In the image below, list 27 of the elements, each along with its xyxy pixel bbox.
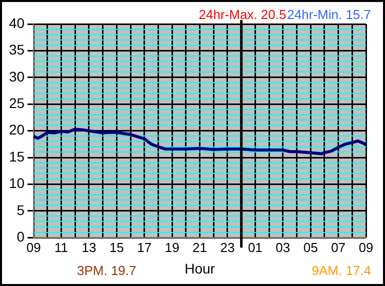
y-tick-label: 30 xyxy=(8,68,25,84)
x-tick-label: 03 xyxy=(276,240,290,255)
x-tick-label: 17 xyxy=(137,240,152,255)
y-tick-label: 20 xyxy=(8,122,25,138)
x-tick-label: 15 xyxy=(109,240,124,255)
x-tick-label: 07 xyxy=(331,240,346,255)
x-tick-label: 21 xyxy=(192,240,208,255)
text: 9AM. 17.4 xyxy=(312,263,371,278)
x-tick-label: 11 xyxy=(54,240,68,255)
y-tick-label: 40 xyxy=(8,14,25,31)
text: 24hr-Max. 20.5 xyxy=(198,7,286,22)
x-tick-label: 23 xyxy=(220,240,235,255)
x-tick-label: 09 xyxy=(358,240,374,255)
y-tick-label: 10 xyxy=(8,175,25,192)
y-tick-label: 5 xyxy=(16,202,25,218)
x-tick-label: 05 xyxy=(303,240,318,255)
y-tick-label: 35 xyxy=(8,42,25,58)
x-tick-label: 19 xyxy=(164,240,180,255)
y-tick-label: 15 xyxy=(8,148,25,164)
x-tick-label: 01 xyxy=(248,240,262,255)
x-tick-label: 13 xyxy=(82,240,96,255)
y-tick-label: 0 xyxy=(16,228,25,244)
text: 24hr-Min. 15.7 xyxy=(287,7,371,22)
y-tick-label: 25 xyxy=(8,94,25,111)
x-axis-title: Hour xyxy=(184,260,216,276)
text: 3PM. 19.7 xyxy=(77,263,136,278)
x-tick-label: 09 xyxy=(26,240,41,255)
